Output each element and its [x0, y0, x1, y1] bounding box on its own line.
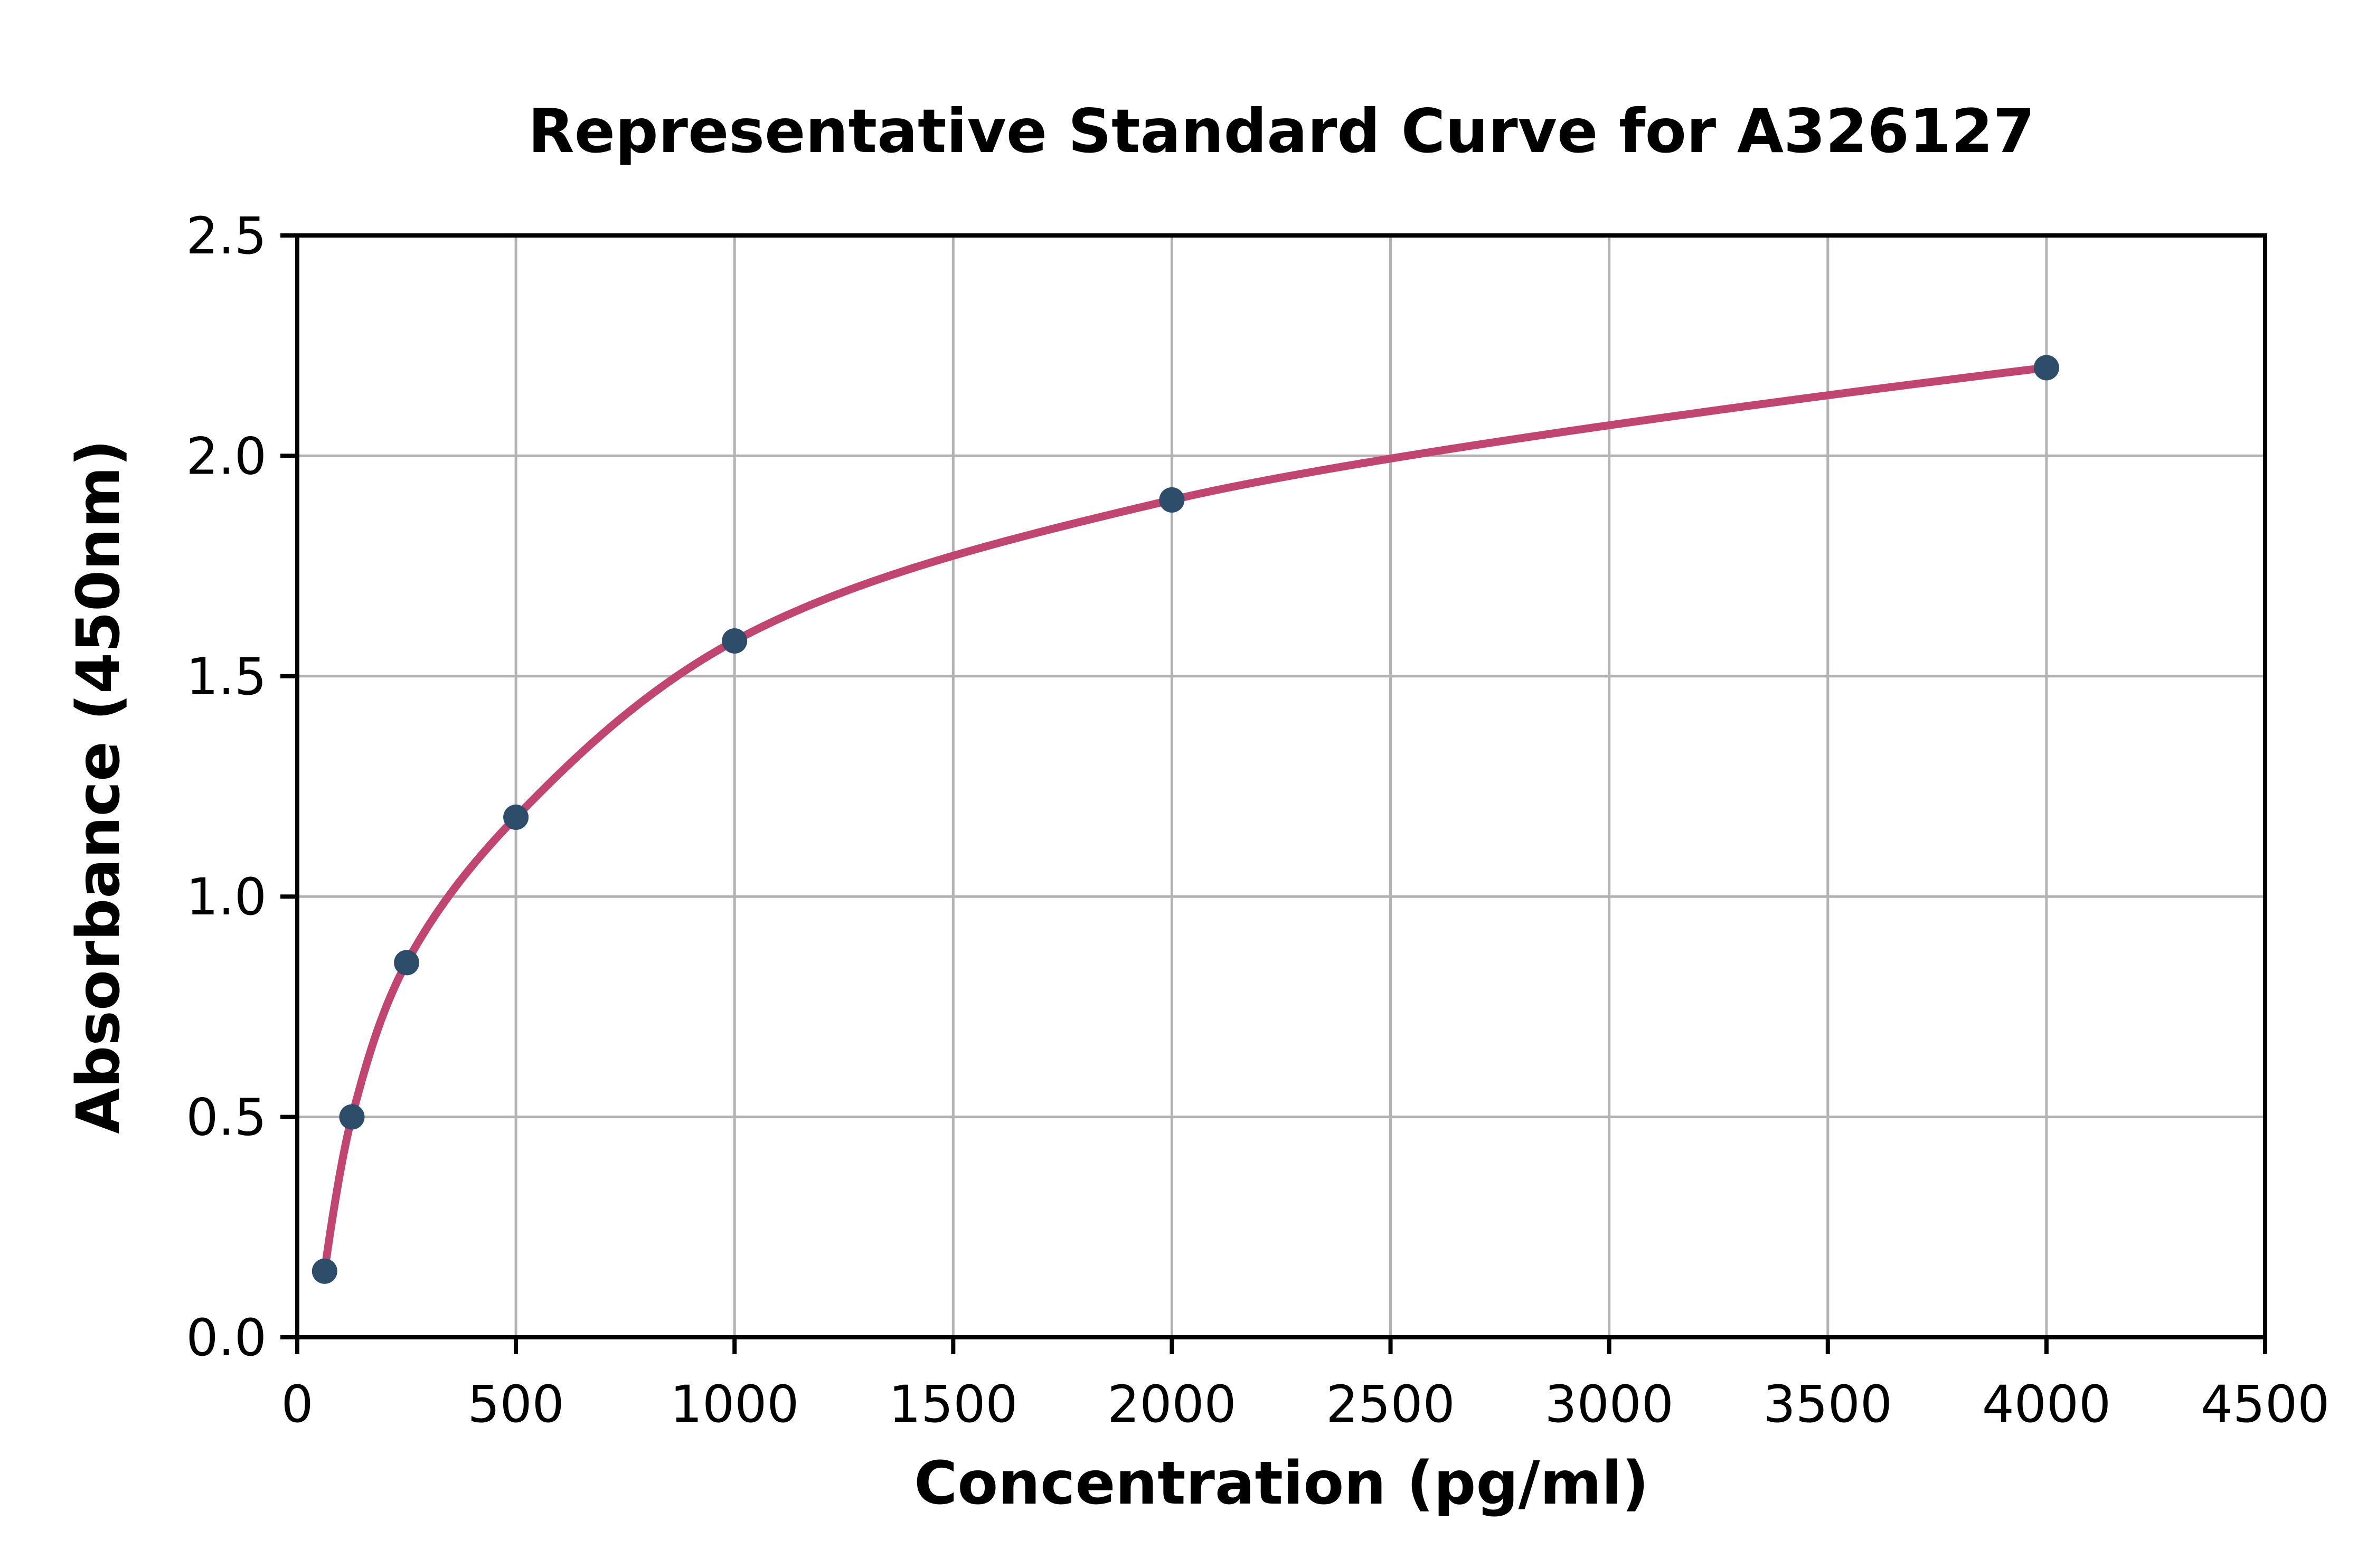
x-axis-title: Concentration (pg/ml)	[914, 1449, 1649, 1518]
y-axis-ticks	[280, 233, 297, 1339]
x-tick-label: 3500	[1764, 1375, 1892, 1434]
data-point	[1159, 487, 1185, 513]
y-tick-labels: 0.0 0.5 1.0 1.5 2.0 2.5	[186, 206, 267, 1367]
x-tick-label: 500	[467, 1375, 564, 1434]
x-tick-label: 4500	[2201, 1375, 2330, 1434]
data-point	[503, 804, 529, 830]
axes-frame	[295, 233, 2267, 1339]
y-tick-label: 1.5	[186, 647, 267, 706]
data-point	[339, 1104, 365, 1130]
x-axis-ticks	[295, 1337, 2267, 1354]
data-point	[2033, 355, 2059, 381]
plot-frame	[295, 233, 2267, 1339]
y-tick-label: 2.5	[186, 206, 267, 266]
x-tick-label: 1500	[889, 1375, 1017, 1434]
y-tick-label: 0.5	[186, 1088, 267, 1147]
x-tick-label: 2500	[1326, 1375, 1455, 1434]
x-tick-label: 3000	[1545, 1375, 1674, 1434]
data-point	[394, 950, 420, 976]
data-point	[312, 1258, 337, 1284]
data-point	[722, 628, 748, 654]
x-tick-label: 4000	[1982, 1375, 2111, 1434]
x-tick-labels: 0 500 1000 1500 2000 2500 3000 3500 4000 4500	[281, 1375, 2330, 1434]
y-tick-label: 0.0	[186, 1308, 267, 1367]
data-points	[312, 355, 2059, 1284]
x-tick-label: 0	[281, 1375, 313, 1434]
y-tick-label: 2.0	[186, 427, 267, 486]
y-axis-title: Absorbance (450nm)	[64, 439, 133, 1134]
y-tick-label: 1.0	[186, 867, 267, 927]
fit-curve-path	[320, 363, 2051, 1276]
chart-title: Representative Standard Curve for A32612…	[528, 96, 2035, 166]
x-tick-label: 1000	[670, 1375, 799, 1434]
x-tick-label: 2000	[1107, 1375, 1236, 1434]
gridlines	[296, 234, 2267, 1339]
fit-curve	[320, 363, 2051, 1276]
